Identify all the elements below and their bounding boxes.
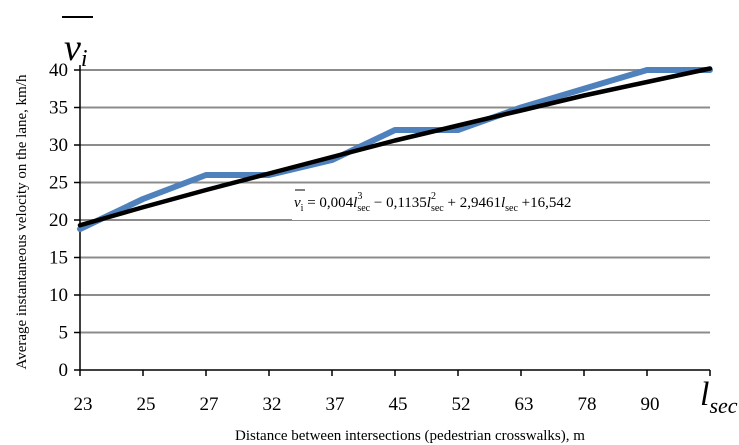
x-tick-label: 23 bbox=[74, 394, 93, 415]
y-tick-label: 15 bbox=[49, 248, 68, 269]
regression-equation: vi = 0,004l3 sec − 0,1135l2 sec + 2,9461ls… bbox=[292, 186, 712, 220]
x-tick-labels: 23 25 27 32 37 45 52 63 78 90 bbox=[74, 394, 660, 415]
x-tick-label: 25 bbox=[137, 394, 156, 415]
y-tick-label: 25 bbox=[49, 173, 68, 194]
y-tick-labels: 0 5 10 15 20 25 30 35 40 bbox=[49, 60, 68, 381]
y-tick-label: 0 bbox=[59, 360, 69, 381]
y-tick-label: 5 bbox=[59, 323, 69, 344]
x-tick-label: 78 bbox=[578, 394, 597, 415]
y-axis-label: Average instantaneous velocity on the la… bbox=[14, 74, 30, 370]
axes bbox=[74, 65, 711, 376]
trendline bbox=[77, 66, 713, 228]
svg-text:vi: vi bbox=[64, 27, 88, 72]
y-tick-label: 10 bbox=[49, 285, 68, 306]
x-tick-label: 90 bbox=[641, 394, 660, 415]
y-tick-label: 30 bbox=[49, 135, 68, 156]
x-symbol-letter: l bbox=[700, 376, 709, 413]
x-symbol-sub: sec bbox=[709, 393, 737, 418]
y-tick-label: 40 bbox=[49, 60, 68, 81]
x-tick-label: 52 bbox=[452, 394, 471, 415]
y-symbol-letter: v bbox=[64, 27, 81, 69]
series-group bbox=[77, 66, 713, 232]
x-tick-label: 63 bbox=[515, 394, 534, 415]
y-axis-symbol: vi bbox=[62, 16, 93, 72]
x-tick-label: 37 bbox=[326, 394, 345, 415]
svg-text:lsec: lsec bbox=[700, 376, 738, 418]
x-axis-symbol: lsec bbox=[700, 376, 738, 418]
y-tick-label: 35 bbox=[49, 98, 68, 119]
x-tick-label: 27 bbox=[200, 394, 219, 415]
x-tick-label: 32 bbox=[263, 394, 282, 415]
measured-series-line bbox=[77, 67, 713, 232]
x-axis-label: Distance between intersections (pedestri… bbox=[235, 428, 585, 444]
y-symbol-sub: i bbox=[81, 46, 88, 72]
y-tick-label: 20 bbox=[49, 210, 68, 231]
x-tick-label: 45 bbox=[389, 394, 408, 415]
